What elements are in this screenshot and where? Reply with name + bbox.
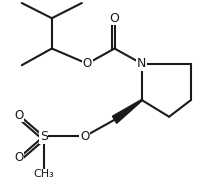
Text: O: O — [83, 57, 92, 70]
Text: O: O — [14, 151, 24, 164]
Text: N: N — [137, 57, 147, 70]
Polygon shape — [113, 100, 142, 123]
Text: O: O — [110, 12, 119, 25]
Text: CH₃: CH₃ — [33, 169, 54, 179]
Text: O: O — [14, 109, 24, 122]
Text: S: S — [40, 130, 48, 143]
Text: O: O — [80, 130, 89, 143]
